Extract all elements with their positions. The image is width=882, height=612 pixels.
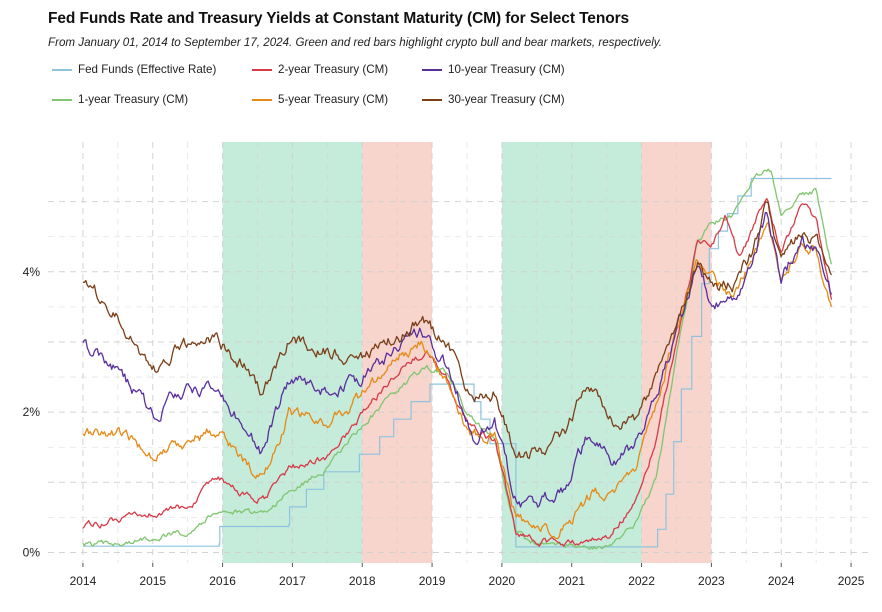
x-tick-label: 2020 (489, 574, 516, 588)
legend-item-30-year: 30-year Treasury (CM) (422, 93, 565, 106)
series-line-10-year-treasury-cm (82, 212, 833, 508)
y-tick-label: 4% (23, 265, 41, 279)
x-tick-label: 2021 (558, 574, 585, 588)
x-tick-label: 2025 (838, 574, 865, 588)
legend-swatch-30-year (422, 98, 442, 101)
x-tick-label: 2018 (349, 574, 376, 588)
chart-legend: Fed Funds (Effective Rate) 2-year Treasu… (52, 63, 652, 123)
y-tick-label: 0% (23, 545, 41, 559)
legend-label-10-year: 10-year Treasury (CM) (448, 63, 565, 76)
series-line-30-year-treasury-cm (82, 201, 833, 460)
legend-item-10-year: 10-year Treasury (CM) (422, 63, 565, 76)
legend-label-2-year: 2-year Treasury (CM) (278, 63, 389, 76)
y-tick-label: 2% (23, 405, 41, 419)
series-line-2-year-treasury-cm (82, 197, 833, 547)
x-tick-label: 2019 (419, 574, 446, 588)
legend-label-5-year: 5-year Treasury (CM) (278, 93, 389, 106)
x-tick-label: 2016 (209, 574, 236, 588)
series-line-fed-funds (82, 177, 832, 548)
legend-item-1-year: 1-year Treasury (CM) (52, 93, 188, 106)
legend-swatch-10-year (422, 68, 442, 71)
legend-swatch-2-year (252, 68, 272, 71)
chart-title: Fed Funds Rate and Treasury Yields at Co… (48, 10, 630, 27)
legend-item-2-year: 2-year Treasury (CM) (252, 63, 388, 76)
legend-swatch-5-year (252, 98, 272, 101)
legend-swatch-fed-funds (52, 68, 72, 71)
chart-subtitle: From January 01, 2014 to September 17, 2… (48, 36, 662, 49)
x-tick-label: 2015 (139, 574, 166, 588)
legend-item-fed-funds: Fed Funds (Effective Rate) (52, 63, 216, 76)
x-axis: 2014 2015 2016 2017 2018 2019 2020 2021 2022 2023… (70, 563, 865, 588)
x-tick-label: 2017 (279, 574, 306, 588)
legend-label-30-year: 30-year Treasury (CM) (448, 93, 565, 106)
legend-item-5-year: 5-year Treasury (CM) (252, 93, 388, 106)
x-tick-label: 2022 (628, 574, 655, 588)
x-tick-label: 2014 (70, 574, 97, 588)
y-axis: 0% 2% 4% (23, 265, 41, 560)
series-lines (82, 168, 833, 550)
series-line-5-year-treasury-cm (82, 221, 833, 540)
grid-lines (48, 142, 872, 563)
x-tick-label: 2024 (768, 574, 795, 588)
x-tick-label: 2023 (698, 574, 725, 588)
legend-swatch-1-year (52, 98, 72, 101)
legend-label-fed-funds: Fed Funds (Effective Rate) (78, 63, 217, 76)
legend-label-1-year: 1-year Treasury (CM) (78, 93, 189, 106)
